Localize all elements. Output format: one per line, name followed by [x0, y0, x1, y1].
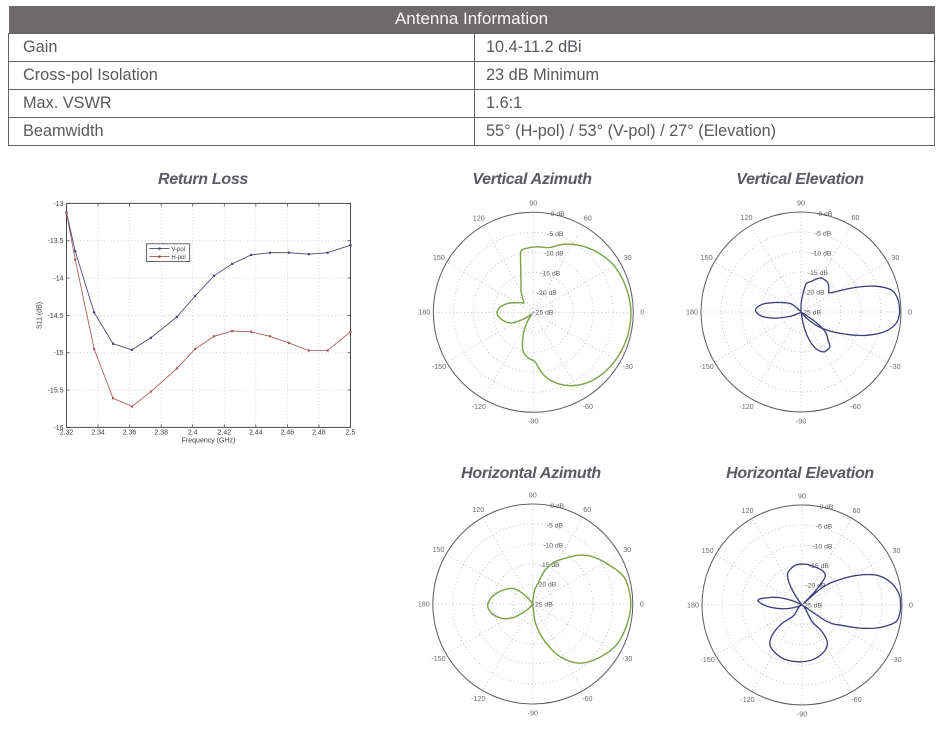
svg-text:-120: -120 [472, 402, 486, 411]
svg-text:S11 (dB): S11 (dB) [37, 302, 44, 329]
svg-text:2.46: 2.46 [281, 429, 295, 436]
svg-text:-120: -120 [739, 402, 753, 411]
svg-text:90: 90 [529, 199, 537, 208]
svg-text:2.4: 2.4 [188, 429, 198, 436]
svg-text:-5 dB: -5 dB [815, 231, 832, 238]
svg-text:0 dB: 0 dB [551, 211, 565, 218]
svg-text:-25 dB: -25 dB [802, 602, 822, 609]
svg-text:-60: -60 [851, 695, 861, 704]
svg-text:-15: -15 [53, 350, 63, 357]
svg-text:-150: -150 [699, 362, 713, 371]
svg-text:180: 180 [687, 600, 699, 609]
svg-text:120: 120 [742, 506, 754, 515]
svg-text:-90: -90 [796, 416, 806, 425]
svg-text:-20 dB: -20 dB [536, 582, 556, 589]
svg-text:-20 dB: -20 dB [805, 290, 825, 297]
svg-text:2.36: 2.36 [123, 429, 137, 436]
svg-text:-60: -60 [582, 694, 592, 703]
svg-text:-90: -90 [528, 708, 538, 717]
svg-text:0: 0 [640, 308, 644, 317]
svg-text:-25 dB: -25 dB [533, 310, 553, 317]
svg-text:2.5: 2.5 [346, 429, 356, 436]
svg-text:120: 120 [473, 213, 485, 222]
svg-text:120: 120 [741, 213, 753, 222]
svg-text:-15 dB: -15 dB [809, 563, 829, 570]
svg-text:150: 150 [433, 253, 445, 262]
svg-text:-30: -30 [890, 362, 900, 371]
svg-text:-13: -13 [53, 201, 63, 208]
svg-text:30: 30 [892, 546, 900, 555]
svg-text:H-pol: H-pol [171, 255, 185, 261]
svg-text:2.44: 2.44 [249, 429, 263, 436]
svg-text:0: 0 [908, 307, 912, 316]
svg-text:60: 60 [584, 213, 592, 222]
svg-text:150: 150 [701, 253, 713, 262]
svg-text:30: 30 [624, 253, 632, 262]
svg-text:-90: -90 [797, 709, 807, 718]
svg-text:60: 60 [583, 505, 591, 514]
svg-text:-30: -30 [622, 654, 632, 663]
svg-text:0 dB: 0 dB [818, 211, 832, 218]
svg-text:-10 dB: -10 dB [812, 543, 832, 550]
svg-text:150: 150 [702, 546, 714, 555]
svg-text:-10 dB: -10 dB [544, 251, 564, 258]
svg-text:Vertical Elevation: Vertical Elevation [736, 171, 864, 188]
svg-text:-30: -30 [623, 362, 633, 371]
svg-text:-25 dB: -25 dB [533, 601, 553, 608]
svg-text:-25 dB: -25 dB [801, 309, 821, 316]
svg-text:V-pol: V-pol [171, 247, 185, 253]
svg-text:-13.5: -13.5 [48, 238, 64, 245]
svg-text:-150: -150 [432, 362, 446, 371]
svg-text:-60: -60 [850, 402, 860, 411]
svg-text:150: 150 [432, 545, 444, 554]
svg-text:-15.5: -15.5 [48, 388, 64, 395]
svg-text:Vertical Azimuth: Vertical Azimuth [472, 171, 592, 188]
svg-text:Frequency (GHz): Frequency (GHz) [182, 437, 236, 444]
svg-text:60: 60 [853, 506, 861, 515]
svg-text:90: 90 [797, 198, 805, 207]
svg-text:-5 dB: -5 dB [547, 231, 564, 238]
svg-text:-150: -150 [700, 655, 714, 664]
svg-text:60: 60 [852, 213, 860, 222]
svg-text:-15 dB: -15 dB [540, 270, 560, 277]
svg-text:0: 0 [909, 600, 913, 609]
svg-text:120: 120 [472, 505, 484, 514]
svg-text:-15 dB: -15 dB [808, 270, 828, 277]
svg-text:-150: -150 [431, 654, 445, 663]
svg-text:90: 90 [798, 491, 806, 500]
svg-text:2.38: 2.38 [154, 429, 168, 436]
svg-text:-5 dB: -5 dB [547, 523, 564, 530]
svg-text:30: 30 [623, 545, 631, 554]
svg-text:-120: -120 [740, 695, 754, 704]
svg-text:2.32: 2.32 [60, 429, 74, 436]
svg-text:-90: -90 [528, 417, 538, 426]
svg-text:-120: -120 [471, 694, 485, 703]
svg-text:-20 dB: -20 dB [806, 583, 826, 590]
svg-text:180: 180 [686, 307, 698, 316]
svg-text:-20 dB: -20 dB [537, 290, 557, 297]
svg-text:180: 180 [418, 308, 430, 317]
svg-text:2.48: 2.48 [312, 429, 326, 436]
svg-text:2.34: 2.34 [91, 429, 105, 436]
svg-text:-30: -30 [891, 655, 901, 664]
svg-text:Horizontal Azimuth: Horizontal Azimuth [461, 465, 601, 482]
svg-text:30: 30 [891, 253, 899, 262]
svg-text:-5 dB: -5 dB [816, 524, 833, 531]
svg-text:-10 dB: -10 dB [543, 542, 563, 549]
svg-text:Return Loss: Return Loss [158, 171, 248, 188]
svg-text:180: 180 [418, 599, 430, 608]
svg-text:Horizontal Elevation: Horizontal Elevation [726, 465, 874, 482]
svg-text:-14: -14 [53, 276, 63, 283]
svg-text:-14.5: -14.5 [48, 313, 64, 320]
svg-text:0 dB: 0 dB [819, 504, 833, 511]
svg-text:0 dB: 0 dB [550, 503, 564, 510]
svg-text:0: 0 [640, 599, 644, 608]
svg-text:2.42: 2.42 [217, 429, 231, 436]
svg-text:-10 dB: -10 dB [811, 250, 831, 257]
svg-text:-60: -60 [583, 402, 593, 411]
svg-text:90: 90 [529, 490, 537, 499]
svg-text:-16: -16 [53, 425, 63, 432]
